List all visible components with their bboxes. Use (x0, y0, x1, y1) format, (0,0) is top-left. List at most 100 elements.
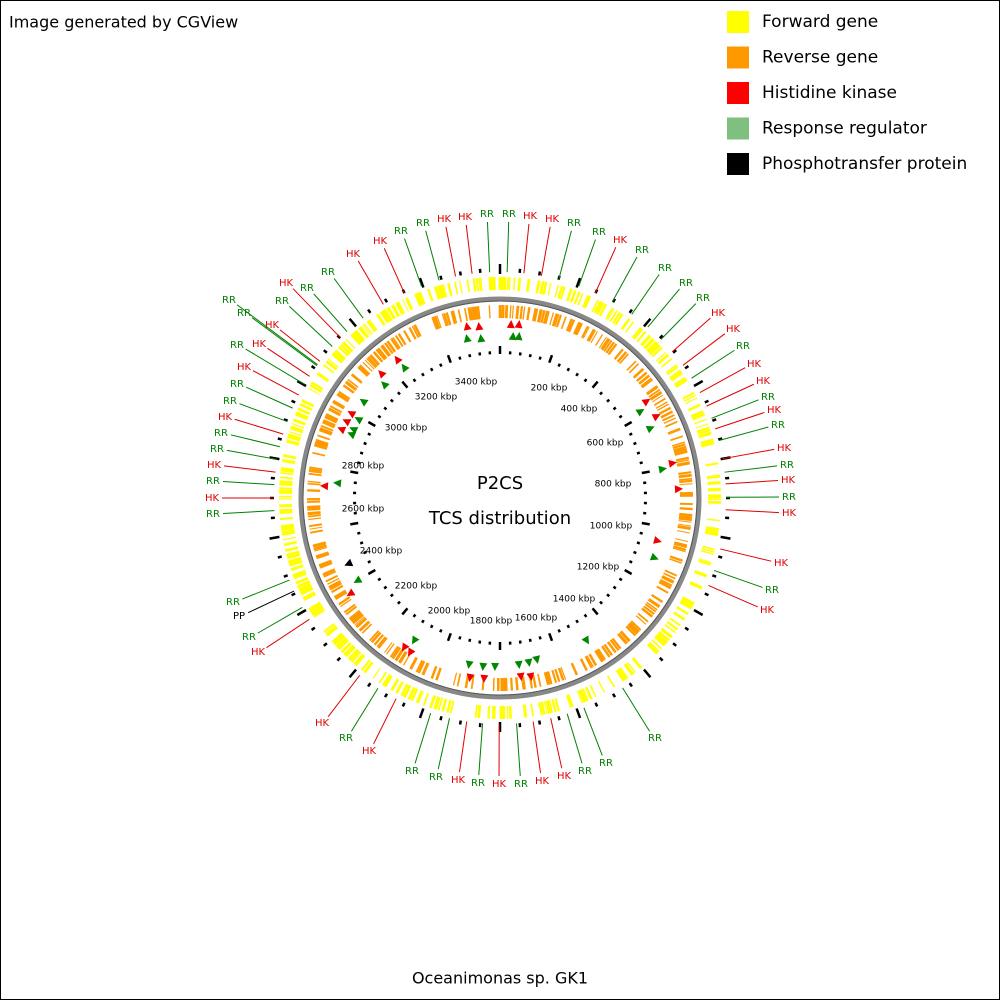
outer-tick (383, 298, 389, 303)
outer-tick (439, 715, 443, 721)
forward-gene (342, 341, 354, 353)
reverse-gene (616, 351, 627, 363)
reverse-gene (678, 520, 692, 523)
reverse-gene (456, 673, 462, 687)
forward-gene (567, 694, 574, 707)
forward-gene (658, 631, 670, 642)
outer-tick (575, 708, 582, 719)
feature-label: RR (736, 341, 750, 352)
forward-gene (331, 353, 343, 364)
feature-marker (532, 655, 541, 664)
forward-gene (644, 338, 654, 349)
reverse-gene (381, 344, 392, 356)
forward-gene (335, 637, 348, 648)
outer-tick (658, 334, 664, 340)
feature-marker (353, 575, 363, 584)
forward-gene (566, 288, 573, 302)
reverse-gene (613, 348, 624, 360)
feature-label: RR (230, 340, 244, 351)
reverse-gene (658, 406, 672, 415)
reverse-gene (638, 374, 650, 384)
forward-gene (400, 683, 409, 697)
leader-line (252, 370, 300, 396)
forward-gene (350, 333, 362, 345)
forward-gene (688, 404, 701, 412)
leader-line (718, 426, 769, 442)
outer-tick (336, 334, 342, 340)
gene-track (278, 276, 722, 720)
ruler-tick (363, 550, 367, 555)
feature-label: HK (362, 746, 377, 757)
legend-label: Response regulator (762, 119, 927, 139)
ruler-tick (628, 560, 633, 564)
leader-line (404, 238, 422, 287)
feature-label: RR (214, 428, 228, 439)
feature-marker (514, 332, 523, 341)
feature-label: RR (300, 283, 314, 294)
reverse-gene (325, 574, 339, 583)
reverse-gene (603, 644, 612, 656)
outer-tick (538, 271, 542, 276)
reverse-gene (315, 438, 329, 445)
forward-gene (279, 483, 293, 487)
forward-gene (580, 689, 587, 702)
ruler-label: 1400 kbp (553, 595, 596, 605)
forward-gene (554, 284, 560, 298)
leader-line (437, 718, 450, 770)
forward-gene (666, 366, 679, 376)
reverse-gene (551, 313, 558, 327)
outer-tick (367, 682, 372, 688)
forward-gene (303, 592, 317, 602)
outer-tick (711, 574, 717, 578)
reverse-gene (392, 337, 401, 349)
outer-tick (693, 608, 704, 617)
reverse-gene (606, 641, 617, 654)
reverse-gene (647, 599, 660, 608)
reverse-gene (398, 650, 407, 664)
forward-gene (665, 364, 678, 374)
feature-marker (333, 479, 342, 488)
reverse-gene (333, 399, 346, 408)
legend-label: Phosphotransfer protein (762, 154, 967, 174)
leader-line (715, 411, 765, 430)
reverse-gene (679, 483, 693, 486)
forward-gene (443, 284, 448, 298)
leader-line (711, 399, 759, 419)
reverse-gene (414, 324, 422, 337)
reverse-gene (472, 306, 477, 320)
ruler-tick (412, 378, 417, 383)
forward-gene (683, 394, 696, 402)
reverse-gene (510, 677, 513, 691)
reverse-gene (673, 543, 687, 548)
reverse-gene (464, 674, 470, 689)
forward-gene (700, 438, 714, 445)
reverse-gene (644, 603, 657, 613)
forward-gene (669, 369, 682, 380)
forward-gene (478, 277, 483, 292)
reverse-gene (315, 440, 329, 447)
reverse-gene (626, 360, 637, 371)
feature-label: RR (782, 492, 796, 503)
reverse-gene (679, 479, 693, 484)
reverse-gene (675, 456, 689, 461)
forward-gene (280, 524, 294, 529)
feature-marker (378, 370, 387, 379)
ruler-tick (612, 585, 617, 590)
ruler-label: 2200 kbp (395, 582, 438, 592)
reverse-gene (366, 358, 377, 369)
forward-gene (655, 634, 667, 645)
reverse-gene (587, 329, 595, 342)
feature-marker (411, 635, 420, 645)
outer-tick (439, 275, 443, 281)
reverse-gene (323, 570, 337, 578)
ruler-tick (599, 600, 604, 605)
feature-label: HK (726, 324, 741, 335)
outer-tick (418, 708, 425, 719)
forward-gene (282, 458, 296, 464)
forward-gene (694, 569, 708, 576)
feature-label: RR (635, 245, 649, 256)
forward-gene (347, 648, 359, 660)
reverse-gene (309, 466, 323, 470)
forward-gene (437, 697, 444, 711)
ruler-label: 600 kbp (587, 439, 624, 449)
